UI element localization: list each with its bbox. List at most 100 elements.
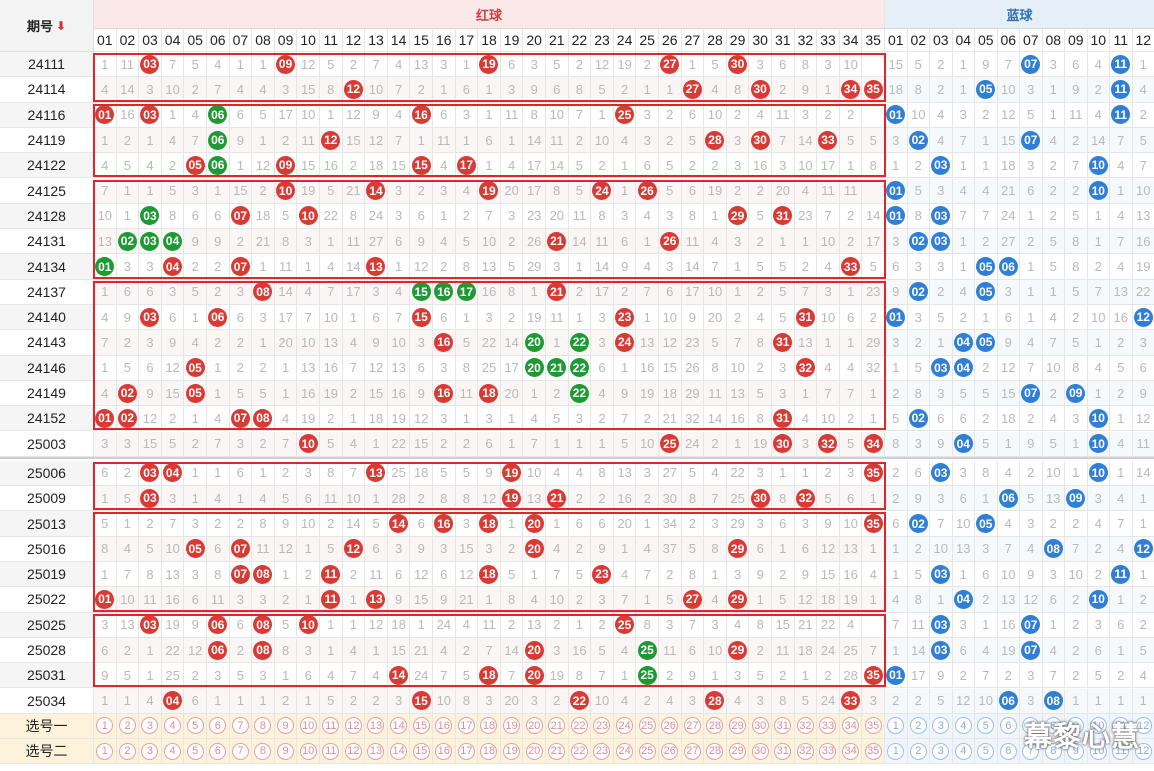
red-pick-button[interactable]: 2 bbox=[116, 713, 140, 740]
red-pick-button[interactable]: 27 bbox=[681, 739, 705, 765]
period-header[interactable]: 期号 ⬇ bbox=[0, 0, 94, 52]
red-pick-button[interactable]: 12 bbox=[342, 713, 366, 740]
red-pick-button[interactable]: 4 bbox=[161, 713, 185, 740]
red-pick-button[interactable]: 19 bbox=[500, 739, 524, 765]
blue-pick-button[interactable]: 10 bbox=[1087, 739, 1110, 765]
red-pick-button[interactable]: 21 bbox=[546, 713, 569, 740]
red-pick-button[interactable]: 8 bbox=[252, 739, 275, 765]
red-pick-button[interactable]: 6 bbox=[207, 739, 230, 765]
red-pick-button[interactable]: 11 bbox=[320, 739, 343, 765]
red-pick-button[interactable]: 17 bbox=[455, 713, 479, 740]
red-pick-button[interactable]: 6 bbox=[207, 713, 230, 740]
blue-miss-cell: 10 bbox=[952, 511, 975, 537]
red-pick-button[interactable]: 15 bbox=[410, 713, 433, 740]
blue-pick-button[interactable]: 6 bbox=[997, 739, 1020, 765]
red-pick-button[interactable]: 28 bbox=[704, 739, 727, 765]
sort-down-icon[interactable]: ⬇ bbox=[55, 18, 67, 33]
red-pick-button[interactable]: 33 bbox=[817, 713, 840, 740]
red-pick-button[interactable]: 1 bbox=[94, 713, 117, 740]
blue-pick-button[interactable]: 3 bbox=[930, 713, 953, 740]
blue-pick-button[interactable]: 11 bbox=[1110, 739, 1133, 765]
red-pick-button[interactable]: 24 bbox=[613, 713, 637, 740]
blue-pick-button[interactable]: 1 bbox=[885, 739, 908, 765]
red-pick-button[interactable]: 15 bbox=[410, 739, 433, 765]
blue-pick-button[interactable]: 5 bbox=[975, 739, 998, 765]
red-pick-button[interactable]: 22 bbox=[568, 713, 592, 740]
red-pick-button[interactable]: 4 bbox=[161, 739, 185, 765]
red-pick-button[interactable]: 18 bbox=[478, 739, 501, 765]
red-pick-button[interactable]: 20 bbox=[523, 739, 546, 765]
red-pick-button[interactable]: 10 bbox=[297, 739, 320, 765]
red-pick-button[interactable]: 29 bbox=[726, 739, 750, 765]
blue-pick-button[interactable]: 4 bbox=[952, 713, 975, 740]
red-pick-button[interactable]: 32 bbox=[794, 713, 818, 740]
red-miss-cell: 1 bbox=[568, 254, 592, 280]
red-pick-button[interactable]: 26 bbox=[659, 713, 682, 740]
red-pick-button[interactable]: 1 bbox=[94, 739, 117, 765]
red-miss-cell: 5 bbox=[591, 77, 614, 103]
red-pick-button[interactable]: 22 bbox=[568, 739, 592, 765]
red-pick-button[interactable]: 27 bbox=[681, 713, 705, 740]
blue-pick-button[interactable]: 9 bbox=[1065, 739, 1088, 765]
red-pick-button[interactable]: 33 bbox=[817, 739, 840, 765]
red-pick-button[interactable]: 9 bbox=[274, 739, 298, 765]
red-pick-button[interactable]: 12 bbox=[342, 739, 366, 765]
red-pick-button[interactable]: 14 bbox=[387, 713, 411, 740]
red-pick-button[interactable]: 9 bbox=[274, 713, 298, 740]
red-pick-button[interactable]: 2 bbox=[116, 739, 140, 765]
red-pick-button[interactable]: 25 bbox=[636, 739, 659, 765]
red-pick-button[interactable]: 34 bbox=[839, 713, 863, 740]
red-pick-button[interactable]: 23 bbox=[591, 713, 614, 740]
blue-pick-button[interactable]: 4 bbox=[952, 739, 975, 765]
red-pick-button[interactable]: 7 bbox=[229, 739, 253, 765]
blue-pick-button[interactable]: 10 bbox=[1087, 713, 1110, 740]
red-pick-button[interactable]: 14 bbox=[387, 739, 411, 765]
blue-pick-button[interactable]: 5 bbox=[975, 713, 998, 740]
blue-pick-button[interactable]: 2 bbox=[907, 713, 930, 740]
blue-pick-button[interactable]: 11 bbox=[1110, 713, 1133, 740]
red-pick-button[interactable]: 29 bbox=[726, 713, 750, 740]
red-pick-button[interactable]: 18 bbox=[478, 713, 501, 740]
red-pick-button[interactable]: 7 bbox=[229, 713, 253, 740]
blue-pick-button[interactable]: 12 bbox=[1132, 739, 1154, 765]
red-pick-button[interactable]: 5 bbox=[184, 739, 207, 765]
red-pick-button[interactable]: 31 bbox=[772, 739, 795, 765]
red-pick-button[interactable]: 13 bbox=[365, 739, 388, 765]
red-pick-button[interactable]: 5 bbox=[184, 713, 207, 740]
red-pick-button[interactable]: 30 bbox=[749, 713, 772, 740]
red-pick-button[interactable]: 31 bbox=[772, 713, 795, 740]
red-pick-button[interactable]: 17 bbox=[455, 739, 479, 765]
red-pick-button[interactable]: 32 bbox=[794, 739, 818, 765]
red-pick-button[interactable]: 3 bbox=[139, 713, 162, 740]
red-pick-button[interactable]: 11 bbox=[320, 713, 343, 740]
blue-pick-button[interactable]: 8 bbox=[1042, 739, 1065, 765]
blue-pick-button[interactable]: 8 bbox=[1042, 713, 1065, 740]
blue-pick-button[interactable]: 9 bbox=[1065, 713, 1088, 740]
red-pick-button[interactable]: 16 bbox=[433, 713, 456, 740]
red-pick-button[interactable]: 35 bbox=[862, 739, 885, 765]
blue-pick-button[interactable]: 6 bbox=[997, 713, 1020, 740]
red-pick-button[interactable]: 19 bbox=[500, 713, 524, 740]
red-pick-button[interactable]: 35 bbox=[862, 713, 885, 740]
blue-pick-button[interactable]: 3 bbox=[930, 739, 953, 765]
red-pick-button[interactable]: 34 bbox=[839, 739, 863, 765]
red-pick-button[interactable]: 13 bbox=[365, 713, 388, 740]
red-miss-cell: 1 bbox=[817, 330, 840, 356]
red-pick-button[interactable]: 30 bbox=[749, 739, 772, 765]
red-pick-button[interactable]: 16 bbox=[433, 739, 456, 765]
red-pick-button[interactable]: 28 bbox=[704, 713, 727, 740]
blue-pick-button[interactable]: 12 bbox=[1132, 713, 1154, 740]
blue-pick-button[interactable]: 7 bbox=[1020, 713, 1043, 740]
red-pick-button[interactable]: 21 bbox=[546, 739, 569, 765]
blue-pick-button[interactable]: 1 bbox=[885, 713, 908, 740]
red-pick-button[interactable]: 25 bbox=[636, 713, 659, 740]
blue-pick-button[interactable]: 2 bbox=[907, 739, 930, 765]
red-pick-button[interactable]: 24 bbox=[613, 739, 637, 765]
red-pick-button[interactable]: 3 bbox=[139, 739, 162, 765]
red-pick-button[interactable]: 10 bbox=[297, 713, 320, 740]
red-pick-button[interactable]: 20 bbox=[523, 713, 546, 740]
blue-pick-button[interactable]: 7 bbox=[1020, 739, 1043, 765]
red-pick-button[interactable]: 23 bbox=[591, 739, 614, 765]
red-pick-button[interactable]: 8 bbox=[252, 713, 275, 740]
red-pick-button[interactable]: 26 bbox=[659, 739, 682, 765]
